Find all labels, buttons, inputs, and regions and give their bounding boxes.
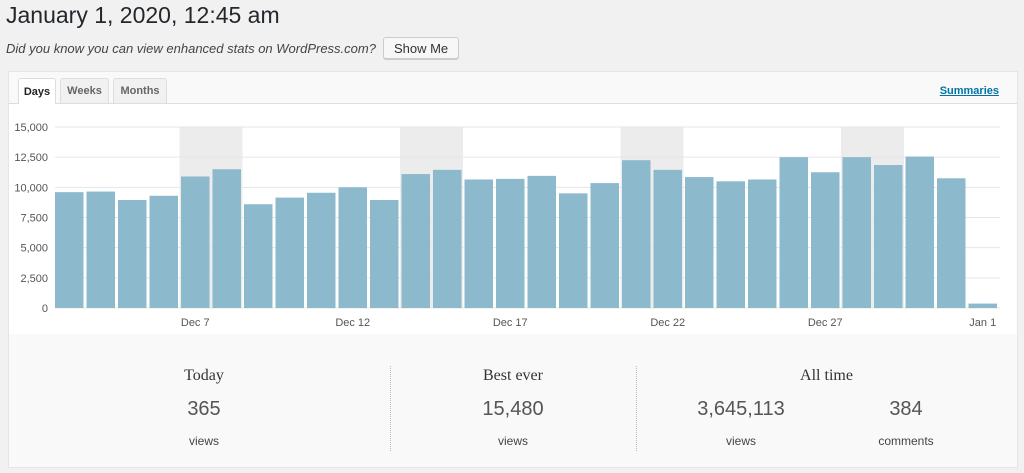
bar (181, 176, 210, 308)
stats-divider (636, 366, 637, 451)
stats-promo: Did you know you can view enhanced stats… (6, 37, 460, 59)
best-ever-stat: Best ever 15,480 views (390, 334, 636, 467)
x-tick-label: Dec 22 (650, 317, 685, 329)
bar (244, 204, 273, 308)
bar (748, 179, 777, 308)
bar (716, 181, 745, 308)
bar (149, 195, 178, 308)
y-tick-label: 7,500 (20, 213, 48, 225)
bar (86, 191, 115, 308)
summaries-link[interactable]: Summaries (939, 85, 999, 97)
today-stat: Today 365 views (9, 334, 399, 467)
all-time-views-unit: views (725, 434, 756, 448)
period-tabs: Days Weeks Months Summaries (9, 72, 1017, 104)
y-tick-label: 2,500 (20, 273, 48, 285)
all-time-heading: All time (800, 367, 853, 384)
bar (118, 200, 147, 308)
stats-divider (390, 366, 391, 451)
bar (811, 172, 840, 308)
x-tick-label: Dec 17 (493, 317, 528, 329)
best-ever-unit: views (497, 434, 528, 448)
y-tick-label: 10,000 (14, 182, 48, 194)
x-tick-label: Dec 27 (808, 317, 843, 329)
show-me-button[interactable]: Show Me (382, 37, 460, 59)
bar (338, 187, 367, 308)
y-tick-label: 0 (42, 303, 48, 315)
bar (464, 179, 493, 308)
bar (275, 197, 304, 308)
tab-days[interactable]: Days (18, 78, 56, 104)
bar (527, 175, 556, 308)
views-chart: 0 2,500 5,000 7,500 10,000 12,500 15,000 Dec 7 D… (9, 104, 1017, 334)
all-time-comments-unit: comments (878, 434, 934, 448)
all-time-views-value: 3,645,113 (697, 398, 785, 420)
best-ever-value: 15,480 (482, 398, 544, 420)
bar (590, 183, 619, 308)
y-tick-label: 12,500 (14, 152, 48, 164)
x-tick-label: Jan 1 (969, 317, 996, 329)
bar (779, 157, 808, 308)
promo-text: Did you know you can view enhanced stats… (6, 40, 376, 56)
bar (685, 177, 714, 308)
bar (905, 156, 934, 308)
tab-weeks[interactable]: Weeks (60, 78, 109, 103)
y-tick-label: 15,000 (14, 122, 48, 134)
bar (55, 192, 84, 308)
bar (433, 169, 462, 308)
bar (401, 174, 430, 308)
bar (496, 178, 525, 308)
bar (622, 160, 651, 308)
tab-months[interactable]: Months (113, 78, 167, 103)
bar (559, 193, 588, 308)
bar (874, 165, 903, 308)
bar (968, 303, 997, 308)
bar (212, 169, 241, 308)
best-ever-heading: Best ever (483, 367, 543, 384)
all-time-comments-value: 384 (889, 398, 923, 420)
bar (937, 178, 966, 308)
y-tick-label: 5,000 (20, 243, 48, 255)
bar (307, 192, 336, 308)
page-title: January 1, 2020, 12:45 am (6, 2, 280, 28)
bar (370, 200, 399, 308)
x-tick-label: Dec 12 (335, 317, 370, 329)
x-tick-label: Dec 7 (181, 317, 210, 329)
stats-summary: Today 365 views Best ever 15,480 views A… (9, 334, 1017, 467)
all-time-stat: All time 3,645,113 views 384 comments (636, 334, 1017, 467)
today-views-unit: views (188, 434, 219, 448)
views-bar-chart: 0 2,500 5,000 7,500 10,000 12,500 15,000 Dec 7 D… (14, 122, 1000, 329)
stats-panel: Days Weeks Months Summaries 0 2,500 5,000 7… (8, 71, 1018, 468)
bar (653, 169, 682, 308)
today-heading: Today (184, 367, 224, 384)
bar (842, 157, 871, 308)
today-views-value: 365 (187, 398, 221, 420)
